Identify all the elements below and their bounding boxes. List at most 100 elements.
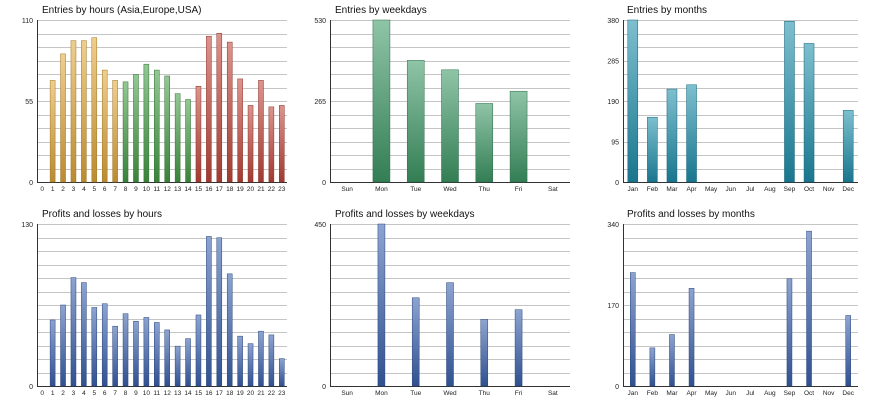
x-tick-label: 1 [51, 390, 55, 397]
bar-8 [122, 81, 129, 183]
bar-13 [174, 345, 181, 387]
x-tick-label: 23 [278, 186, 286, 193]
bar-21 [258, 330, 264, 387]
bar-oct [806, 230, 812, 387]
y-tick-label: 530 [314, 18, 326, 25]
bar-jan [627, 19, 639, 183]
x-tick-label: Jun [725, 390, 736, 397]
x-tick-label: 2 [61, 186, 65, 193]
x-tick-label: Aug [764, 390, 776, 397]
bar-12 [164, 329, 170, 387]
x-tick-label: Mar [666, 390, 678, 397]
x-tick-label: Sep [784, 186, 796, 193]
x-tick-label: 8 [124, 390, 128, 397]
y-tick-label: 95 [611, 140, 619, 147]
x-tick-label: Jul [746, 390, 755, 397]
x-tick-label: 12 [164, 390, 172, 397]
x-tick-label: 0 [40, 186, 44, 193]
x-tick-label: 4 [82, 186, 86, 193]
y-tick-label: 0 [29, 384, 33, 391]
bar-thu [480, 319, 489, 387]
x-tick-label: Aug [764, 186, 776, 193]
bar-tue [406, 60, 425, 183]
chart-title-entries-by-weekdays: Entries by weekdays [335, 5, 427, 16]
bar-11 [154, 322, 160, 387]
x-tick-label: 13 [174, 186, 182, 193]
bar-9 [133, 320, 139, 387]
bar-sep [786, 278, 793, 387]
y-tick-label: 265 [314, 99, 326, 106]
x-tick-label: Mon [375, 186, 388, 193]
x-tick-label: 14 [184, 186, 192, 193]
chart-title-pl-by-hours: Profits and losses by hours [42, 209, 163, 220]
x-tick-label: Mar [666, 186, 678, 193]
bar-dec [842, 110, 854, 183]
x-tick-label: 21 [257, 390, 265, 397]
bar-13 [174, 93, 181, 183]
x-tick-label: Dec [842, 390, 854, 397]
x-tick-label: 19 [237, 186, 245, 193]
bar-22 [268, 106, 275, 183]
bar-sep [784, 21, 795, 183]
bar-10 [143, 63, 150, 183]
x-tick-label: 11 [153, 186, 160, 193]
bar-7 [112, 325, 118, 387]
x-tick-label: Nov [823, 186, 835, 193]
x-tick-label: Wed [443, 186, 457, 193]
x-tick-label: Nov [823, 390, 835, 397]
x-tick-label: Apr [686, 186, 697, 193]
x-tick-label: 20 [247, 186, 255, 193]
bar-mar [669, 334, 675, 387]
y-tick-label: 340 [607, 222, 619, 229]
bar-11 [154, 69, 160, 183]
x-tick-label: 7 [113, 390, 117, 397]
bar-16 [206, 236, 212, 387]
x-tick-label: Jul [746, 186, 755, 193]
x-tick-label: 2 [61, 390, 65, 397]
x-tick-label: Oct [804, 390, 814, 397]
bar-feb [649, 347, 656, 387]
bar-fri [514, 309, 523, 387]
x-tick-label: Jun [725, 186, 736, 193]
bar-tue [411, 297, 420, 387]
x-tick-label: 3 [72, 390, 76, 397]
bar-21 [258, 80, 264, 183]
x-tick-label: 15 [195, 186, 203, 193]
y-tick-label: 130 [21, 222, 33, 229]
chart-pl-by-months: 0 170 340 Jan Feb Mar Apr May Jun Jul Aug Sep Oct Nov… [607, 222, 858, 397]
y-tick-label: 0 [29, 180, 33, 187]
chart-entries-by-weekdays: 0 265 530 Sun Mon Tue Wed Thu Fri Sat [314, 18, 570, 193]
bar-5 [91, 307, 98, 387]
x-tick-label: Sat [548, 186, 558, 193]
bar-14 [185, 338, 191, 387]
x-tick-label: 3 [72, 186, 76, 193]
bar-8 [122, 313, 129, 387]
chart-pl-by-weekdays: 0 450 Sun Mon Tue Wed Thu Fri Sat [314, 222, 570, 397]
x-tick-label: Sun [341, 390, 353, 397]
x-tick-label: 6 [103, 390, 107, 397]
bar-17 [216, 237, 223, 387]
x-tick-label: 17 [216, 390, 224, 397]
x-tick-label: Thu [479, 390, 491, 397]
y-tick-label: 450 [314, 222, 326, 229]
bar-17 [216, 33, 223, 183]
x-tick-label: Tue [410, 186, 421, 193]
bar-18 [226, 273, 233, 387]
bar-mar [666, 88, 678, 183]
y-tick-label: 0 [322, 180, 326, 187]
chart-entries-by-months: 0 95 190 285 380 Jan Feb Mar Apr May Jun Jul Aug Sep O… [607, 18, 858, 193]
x-tick-label: 1 [51, 186, 55, 193]
bar-jan [630, 272, 636, 387]
x-tick-label: 16 [205, 390, 213, 397]
x-tick-label: 22 [268, 186, 276, 193]
bar-oct [803, 43, 815, 183]
x-tick-label: 10 [143, 390, 151, 397]
bar-apr [688, 288, 695, 387]
x-tick-label: 18 [226, 186, 234, 193]
x-tick-label: 0 [40, 390, 44, 397]
x-tick-label: 15 [195, 390, 203, 397]
y-tick-label: 55 [25, 99, 33, 106]
